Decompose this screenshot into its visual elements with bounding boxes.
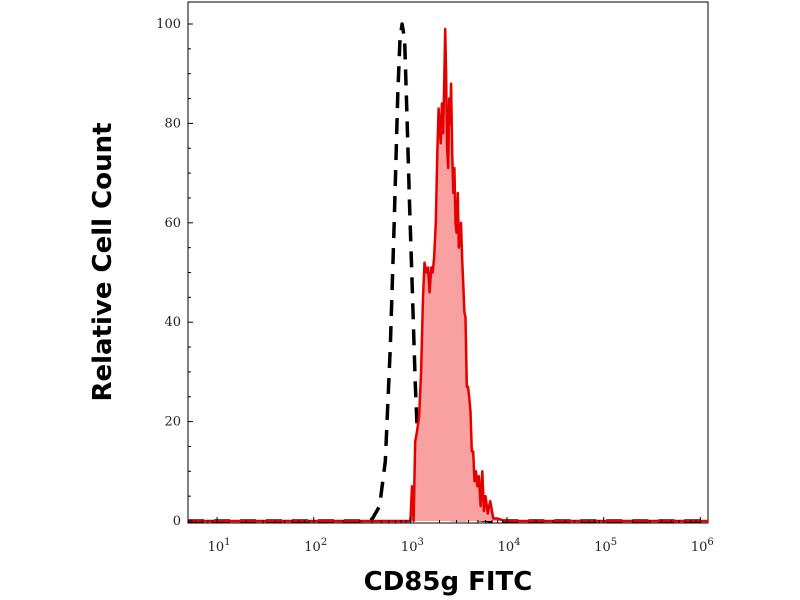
- y-tick-label: 100: [156, 17, 181, 32]
- axes: 0 20 40 60 80 100 101 102 103 104 105 106: [156, 17, 714, 555]
- plot-area: [187, 1, 709, 524]
- plot-frame: [187, 1, 709, 524]
- series-1-line: [188, 22, 708, 523]
- y-axis-title: Relative Cell Count: [88, 122, 118, 401]
- y-tick-label: 0: [173, 514, 181, 529]
- y-tick-label: 40: [164, 315, 181, 330]
- y-tick-label: 20: [164, 415, 181, 430]
- x-tick-label: 104: [498, 537, 521, 555]
- series-2-fill: [188, 29, 708, 521]
- y-tick-label: 60: [164, 216, 181, 231]
- series-2-line: [188, 27, 708, 523]
- x-tick-label: 102: [304, 537, 327, 555]
- y-tick-label: 80: [164, 116, 181, 131]
- x-tick-label: 105: [594, 537, 617, 555]
- x-tick-label: 103: [401, 537, 424, 555]
- series-layer: [188, 22, 708, 523]
- x-tick-label: 106: [691, 537, 714, 555]
- x-axis-title: CD85g FITC: [364, 567, 533, 597]
- x-tick-label: 101: [208, 537, 231, 555]
